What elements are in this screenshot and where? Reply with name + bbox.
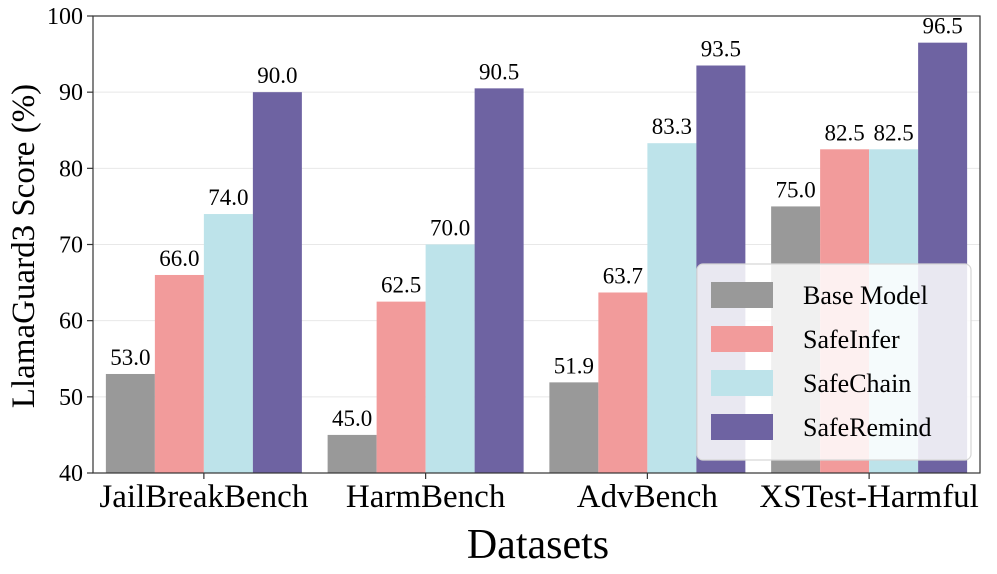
legend-swatch-base-model bbox=[711, 282, 773, 308]
bar-safechain bbox=[203, 214, 253, 474]
bar-value-labels: 53.0 66.0 74.0 90.0 45.0 62.5 70.0 90.5 51.9 63.7… bbox=[110, 14, 963, 431]
bar-value-label: 51.9 bbox=[554, 353, 594, 378]
bar-base-model bbox=[549, 382, 599, 473]
bar-safechain bbox=[647, 143, 697, 473]
bar-value-label: 63.7 bbox=[603, 263, 643, 288]
legend-label-safeinfer: SafeInfer bbox=[803, 325, 900, 354]
legend-label-saferemind: SafeRemind bbox=[803, 413, 932, 442]
bar-base-model bbox=[105, 373, 155, 473]
x-tick-label: XSTest-Harmful bbox=[759, 479, 978, 515]
bar-value-label: 93.5 bbox=[701, 37, 741, 62]
x-tick-label: AdvBench bbox=[577, 479, 719, 515]
legend: Base Model SafeInfer SafeChain SafeRemind bbox=[696, 263, 972, 461]
y-tick-label: 80 bbox=[59, 156, 83, 182]
bar-value-label: 62.5 bbox=[381, 273, 421, 298]
x-axis-label: Datasets bbox=[467, 522, 609, 568]
y-tick-label: 70 bbox=[59, 233, 83, 259]
bar-value-label: 83.3 bbox=[652, 114, 692, 139]
y-tick-label: 50 bbox=[59, 385, 83, 411]
legend-swatch-saferemind bbox=[711, 414, 773, 440]
legend-swatch-safechain bbox=[711, 370, 773, 396]
bar-safeinfer bbox=[376, 301, 426, 473]
bar-value-label: 45.0 bbox=[332, 406, 372, 431]
bar-value-label: 70.0 bbox=[430, 216, 470, 241]
x-tick-label: JailBreakBench bbox=[99, 479, 308, 515]
x-axis-ticks: JailBreakBench HarmBench AdvBench XSTest-Ha… bbox=[99, 473, 979, 515]
legend-frame bbox=[696, 263, 972, 461]
bar-value-label: 75.0 bbox=[776, 177, 816, 202]
bar-value-label: 90.0 bbox=[257, 63, 297, 88]
bar-value-label: 90.5 bbox=[479, 59, 519, 84]
legend-swatch-safeinfer bbox=[711, 326, 773, 352]
bar-saferemind bbox=[474, 88, 524, 473]
bar-value-label: 82.5 bbox=[874, 120, 914, 145]
y-axis-label: LlamaGuard3 Score (%) bbox=[6, 84, 42, 408]
bar-base-model bbox=[327, 434, 377, 473]
bar-value-label: 82.5 bbox=[825, 120, 865, 145]
bar-value-label: 96.5 bbox=[923, 14, 963, 39]
x-tick-label: HarmBench bbox=[346, 479, 506, 515]
bar-value-label: 74.0 bbox=[208, 185, 248, 210]
y-tick-label: 60 bbox=[59, 309, 83, 335]
bar-saferemind bbox=[252, 92, 302, 474]
bar-safeinfer bbox=[598, 292, 648, 473]
y-tick-label: 90 bbox=[59, 80, 83, 106]
bar-value-label: 53.0 bbox=[110, 345, 150, 370]
legend-label-safechain: SafeChain bbox=[803, 369, 911, 398]
bar-value-label: 66.0 bbox=[159, 246, 199, 271]
bar-safeinfer bbox=[154, 274, 204, 473]
legend-label-base-model: Base Model bbox=[803, 281, 928, 310]
y-tick-label: 100 bbox=[47, 4, 83, 30]
bar-safechain bbox=[425, 244, 475, 473]
y-tick-label: 40 bbox=[59, 461, 83, 487]
y-axis-ticks: 40 50 60 70 80 90 100 bbox=[47, 4, 93, 487]
